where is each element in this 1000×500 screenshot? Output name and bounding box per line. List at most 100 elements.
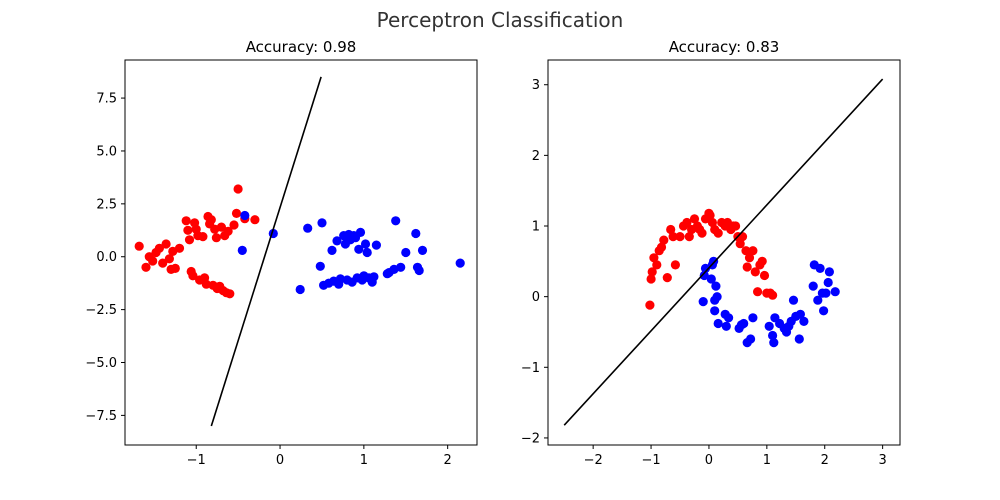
point-class-red xyxy=(170,263,180,273)
point-class-red xyxy=(231,208,242,218)
point-class-red xyxy=(645,300,655,310)
subplot-left: Accuracy: 0.98 −1 0 1 2 −7.5 −5.0 −2.5 0.0 2.5 5.0… xyxy=(85,38,478,468)
point-class-blue xyxy=(411,228,421,239)
point-class-red xyxy=(141,262,151,272)
point-class-red xyxy=(735,239,745,249)
point-class-blue xyxy=(698,297,708,307)
point-class-red xyxy=(670,260,681,270)
axes-frame xyxy=(547,59,901,446)
point-class-red xyxy=(184,235,195,245)
point-class-red xyxy=(211,233,221,243)
scatter-layer xyxy=(134,184,465,299)
point-class-red xyxy=(198,232,208,242)
point-class-red xyxy=(250,215,260,225)
point-class-blue xyxy=(808,281,818,291)
point-class-red xyxy=(233,184,243,194)
point-class-red xyxy=(750,267,760,277)
x-tick-label: 1 xyxy=(360,453,368,468)
point-class-red xyxy=(652,260,662,270)
point-class-red xyxy=(134,241,144,251)
point-class-blue xyxy=(739,318,749,329)
point-class-blue xyxy=(713,318,723,329)
y-tick-label: 3 xyxy=(532,78,540,93)
point-class-blue xyxy=(417,245,428,255)
point-class-red xyxy=(229,220,239,230)
point-class-red xyxy=(161,239,171,249)
point-class-blue xyxy=(391,216,401,226)
y-tick-label: −7.5 xyxy=(85,409,117,424)
point-class-blue xyxy=(369,272,379,282)
y-tick-label: 5.0 xyxy=(96,144,117,159)
point-class-blue xyxy=(455,258,465,268)
point-class-red xyxy=(741,246,751,256)
point-class-red xyxy=(684,232,694,242)
point-class-blue xyxy=(799,316,809,326)
point-class-blue xyxy=(396,262,406,272)
x-tick-label: 2 xyxy=(444,453,452,468)
decision-boundary-line xyxy=(563,78,884,426)
axes-frame xyxy=(124,59,478,446)
point-class-red xyxy=(731,221,741,231)
point-class-blue xyxy=(813,295,823,305)
point-class-blue xyxy=(794,334,804,344)
x-tick-label: −1 xyxy=(187,453,206,468)
point-class-red xyxy=(154,243,164,253)
point-class-blue xyxy=(821,288,831,298)
point-class-red xyxy=(713,228,723,238)
point-class-red xyxy=(649,253,659,263)
point-class-red xyxy=(646,274,656,284)
point-class-red xyxy=(656,242,667,252)
point-class-red xyxy=(206,215,216,225)
point-class-red xyxy=(148,256,158,266)
point-class-red xyxy=(768,290,778,300)
point-class-blue xyxy=(240,210,250,221)
point-class-blue xyxy=(788,295,799,305)
point-class-blue xyxy=(699,270,709,281)
point-class-blue xyxy=(414,265,424,276)
x-tick-label: 0 xyxy=(276,453,284,468)
point-class-blue xyxy=(303,223,313,233)
point-class-blue xyxy=(401,247,411,258)
point-class-blue xyxy=(332,236,342,246)
point-class-red xyxy=(668,232,678,242)
x-tick-label: 0 xyxy=(705,453,713,468)
point-class-red xyxy=(174,243,185,253)
point-class-blue xyxy=(711,281,721,291)
subplot-right: Accuracy: 0.83 −2 −1 0 1 2 3 −2 −1 0 1 2 3 xyxy=(521,38,901,468)
subplot-title: Accuracy: 0.98 xyxy=(246,38,357,56)
y-tick-label: 7.5 xyxy=(96,92,117,107)
y-tick-label: 2 xyxy=(532,149,540,164)
y-tick-label: 2.5 xyxy=(96,197,117,212)
figure-suptitle: Perceptron Classification xyxy=(377,8,624,32)
scatter-layer xyxy=(645,208,840,348)
point-class-blue xyxy=(362,247,372,258)
point-class-blue xyxy=(764,321,774,331)
point-class-red xyxy=(742,262,752,272)
point-class-red xyxy=(225,289,235,299)
point-class-red xyxy=(675,232,685,242)
point-class-red xyxy=(647,267,657,277)
point-class-blue xyxy=(295,284,305,295)
y-tick-label: 1 xyxy=(532,220,540,235)
point-class-red xyxy=(689,214,700,224)
y-tick-label: −2.5 xyxy=(85,303,117,318)
point-class-red xyxy=(216,222,226,232)
point-class-blue xyxy=(819,306,829,316)
point-class-blue xyxy=(371,240,381,250)
point-class-blue xyxy=(709,256,719,266)
point-class-blue xyxy=(355,227,366,237)
point-class-red xyxy=(705,210,715,220)
point-class-red xyxy=(181,216,191,226)
point-class-blue xyxy=(354,244,364,254)
point-class-blue xyxy=(815,263,825,273)
point-class-red xyxy=(223,226,233,236)
point-class-red xyxy=(682,217,692,228)
x-tick-label: 2 xyxy=(821,453,829,468)
point-class-blue xyxy=(327,245,337,255)
point-class-blue xyxy=(795,309,806,319)
y-tick-label: −2 xyxy=(521,431,540,446)
point-class-blue xyxy=(700,263,711,273)
point-class-red xyxy=(183,225,193,235)
point-class-red xyxy=(158,258,168,268)
